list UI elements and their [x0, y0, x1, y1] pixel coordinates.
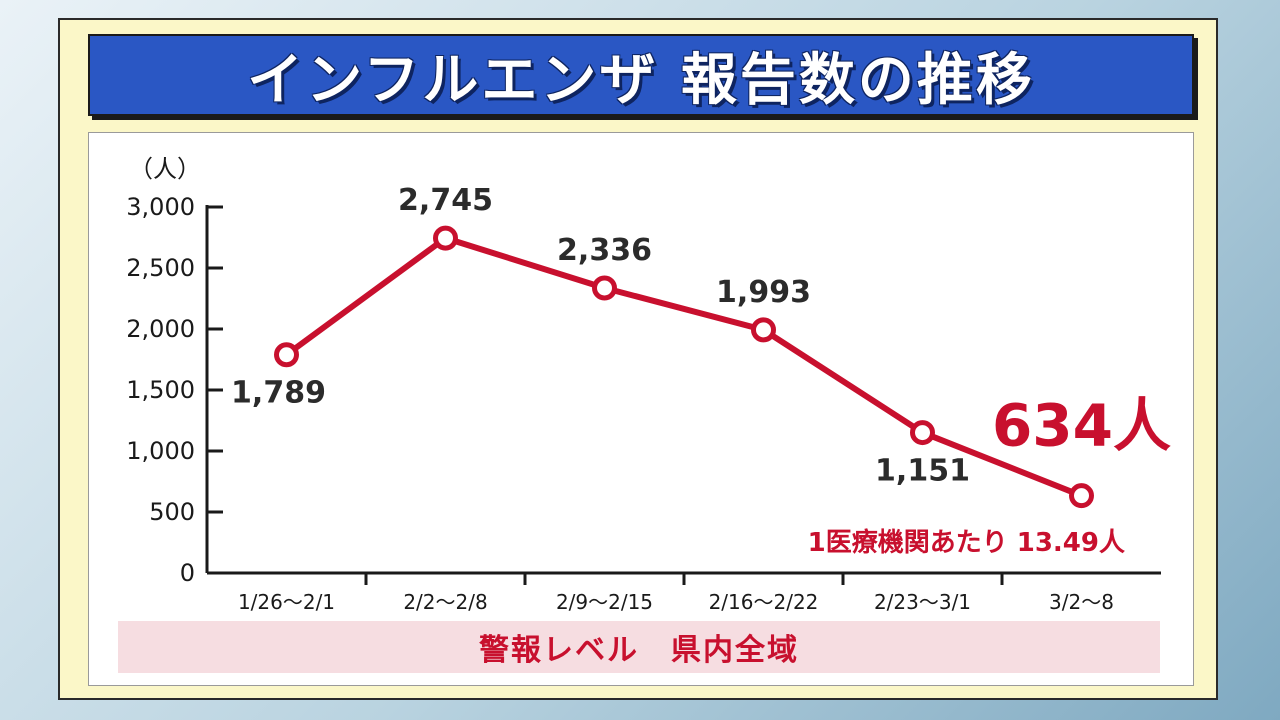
x-tick-label: 2/16～2/22	[709, 590, 819, 614]
x-tick-label: 1/26～2/1	[238, 590, 335, 614]
alert-banner: 警報レベル 県内全域	[118, 621, 1160, 673]
chart-title: インフルエンザ 報告数の推移	[247, 47, 1035, 113]
chart-panel: （人） 0 500 1,000 1,500 2,000 2,500 3,000 1/26～2/1…	[88, 132, 1194, 686]
x-tick-label: 2/2～2/8	[403, 590, 487, 614]
data-point	[433, 225, 458, 251]
y-tick-label: 3,000	[126, 193, 195, 221]
y-tick-label: 1,000	[126, 437, 195, 465]
data-point	[1069, 483, 1094, 509]
data-point	[274, 342, 299, 368]
x-tick-label: 2/9～2/15	[556, 590, 653, 614]
board: インフルエンザ 報告数の推移 （人） 0 500 1,000 1,500 2,000 2,5…	[58, 18, 1218, 700]
x-tick-label: 2/23～3/1	[874, 590, 971, 614]
title-bar: インフルエンザ 報告数の推移	[88, 34, 1194, 116]
data-label: 1,993	[716, 275, 811, 310]
series-line	[284, 235, 1083, 499]
data-point	[592, 275, 617, 301]
alert-text: 警報レベル 県内全域	[479, 633, 799, 668]
y-tick-label: 2,500	[126, 254, 195, 282]
y-tick-label: 0	[180, 559, 195, 587]
y-tick-label: 1,500	[126, 376, 195, 404]
line-chart: （人） 0 500 1,000 1,500 2,000 2,500 3,000 1/26～2/1…	[126, 155, 1171, 614]
data-label: 1,789	[231, 376, 326, 411]
data-label: 1,151	[875, 454, 970, 489]
x-tick-label: 3/2～8	[1049, 590, 1114, 614]
chart-annotation: 1医療機関あたり 13.49人	[808, 528, 1125, 558]
y-tick-label: 2,000	[126, 315, 195, 343]
data-label: 2,336	[557, 233, 652, 268]
y-axis-unit: （人）	[129, 155, 201, 183]
data-point	[910, 420, 935, 446]
data-point	[751, 317, 776, 343]
data-label-highlight: 634人	[992, 392, 1171, 460]
data-label: 2,745	[398, 183, 493, 218]
y-tick-label: 500	[149, 498, 195, 526]
